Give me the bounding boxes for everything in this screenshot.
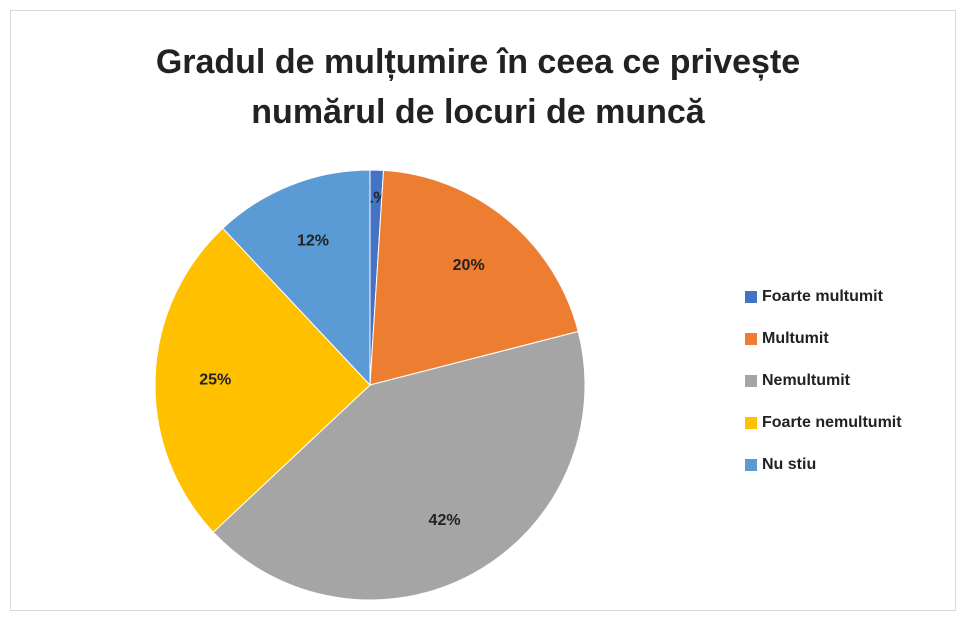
pie-slice bbox=[222, 169, 371, 387]
title-line: Gradul de mulțumire în ceea ce privește bbox=[156, 43, 800, 81]
pie: 1%20%42%25%12% bbox=[154, 169, 586, 601]
legend-swatch bbox=[745, 291, 757, 303]
legend-label: Foarte multumit bbox=[762, 288, 884, 305]
legend: Foarte multumit Multumit Nemultumit Foarte … bbox=[745, 288, 902, 473]
legend-swatch bbox=[745, 375, 757, 387]
legend-swatch bbox=[745, 417, 757, 429]
data-label: 12% bbox=[297, 232, 329, 249]
pie-slice bbox=[212, 330, 586, 601]
pie-slice bbox=[154, 227, 371, 533]
title-line: numărul de locuri de muncă bbox=[251, 93, 706, 131]
legend-label: Nemultumit bbox=[762, 372, 851, 389]
pie-slice bbox=[369, 169, 579, 386]
legend-label: Nu stiu bbox=[762, 456, 816, 473]
legend-label: Foarte nemultumit bbox=[762, 414, 902, 431]
data-label: 42% bbox=[429, 512, 461, 529]
data-label: 25% bbox=[199, 371, 231, 388]
chart-title: Gradul de mulțumire în ceea ce privește n… bbox=[156, 43, 800, 131]
legend-swatch bbox=[745, 333, 757, 345]
data-label: 20% bbox=[453, 257, 485, 274]
legend-label: Multumit bbox=[762, 330, 829, 347]
legend-swatch bbox=[745, 459, 757, 471]
